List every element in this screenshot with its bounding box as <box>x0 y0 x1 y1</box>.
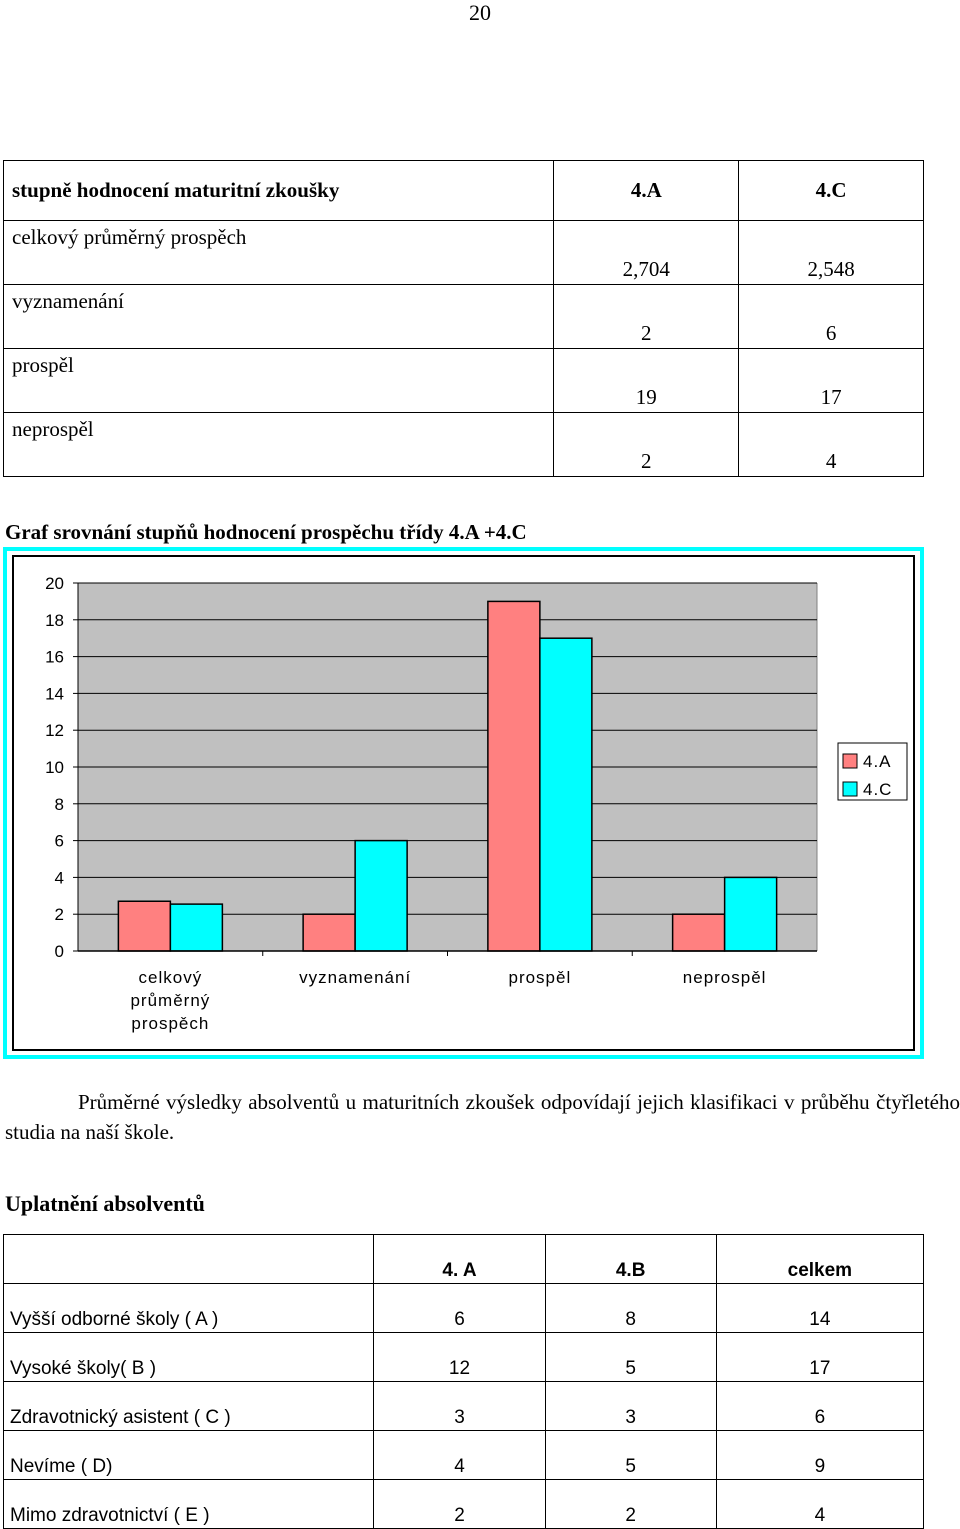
y-tick-label: 18 <box>45 611 64 630</box>
outcomes-header-blank <box>2 1234 375 1284</box>
bar-chart: 0 2 4 6 8 10 12 14 16 18 20 celkový průměrný prospěch… <box>45 574 908 1033</box>
y-tick-label: 2 <box>55 905 64 924</box>
bar-4c <box>723 876 778 952</box>
y-tick-label: 6 <box>55 832 64 851</box>
x-tick-label: průměrný <box>130 991 210 1010</box>
outcomes-row-label: Mimo zdravotnictví ( E ) <box>2 1479 375 1529</box>
table-row: vyznamenání 2 6 <box>2 284 924 349</box>
outcomes-header-4a: 4. A <box>373 1234 546 1284</box>
outcomes-row-label: Vysoké školy( B ) <box>2 1332 375 1382</box>
y-tick-label: 10 <box>45 758 64 777</box>
outcomes-cell-4a: 12 <box>373 1332 546 1382</box>
grades-cell-4a: 2 <box>553 284 740 349</box>
bar-4a <box>302 913 356 952</box>
table-row: Nevíme ( D) 4 5 9 <box>2 1430 925 1480</box>
y-tick-label: 16 <box>45 648 64 667</box>
table-row: celkový průměrný prospěch 2,704 2,548 <box>2 220 924 285</box>
outcomes-header-4b: 4.B <box>544 1234 717 1284</box>
table-row: neprospěl 2 4 <box>2 412 924 477</box>
outcomes-row-label: Nevíme ( D) <box>2 1430 375 1480</box>
grades-cell-4a: 19 <box>553 348 740 413</box>
x-tick-label: prospěl <box>508 968 571 987</box>
outcomes-cell-4b: 5 <box>544 1430 717 1480</box>
bar-4a <box>117 900 172 952</box>
x-tick-label: celkový <box>139 968 203 987</box>
bar-4a <box>671 913 726 952</box>
grades-cell-4c: 4 <box>738 412 924 477</box>
section-heading: Uplatnění absolventů <box>5 1191 205 1216</box>
grades-row-label: neprospěl <box>2 412 555 477</box>
outcomes-cell-total: 9 <box>715 1430 925 1480</box>
y-tick-label: 8 <box>55 795 64 814</box>
chart-area: 0 2 4 6 8 10 12 14 16 18 20 celkový průměrný prospěch… <box>12 555 915 1051</box>
outcomes-cell-total: 4 <box>715 1479 925 1529</box>
table-row: Vyšší odborné školy ( A ) 6 8 14 <box>2 1283 925 1333</box>
legend-label: 4.C <box>863 780 892 799</box>
chart-heading: Graf srovnání stupňů hodnocení prospěchu… <box>5 520 527 544</box>
grades-cell-4a: 2,704 <box>553 220 740 285</box>
grades-header-row: stupně hodnocení maturitní zkoušky 4.A 4… <box>2 160 924 221</box>
outcomes-cell-4a: 2 <box>373 1479 546 1529</box>
outcomes-table: 4. A 4.B celkem Vyšší odborné školy ( A … <box>2 1234 925 1529</box>
legend-swatch <box>842 753 858 769</box>
outcomes-cell-4b: 2 <box>544 1479 717 1529</box>
grades-cell-4c: 6 <box>738 284 924 349</box>
grades-row-label: prospěl <box>2 348 555 413</box>
y-tick-label: 14 <box>45 684 64 703</box>
outcomes-cell-4b: 8 <box>544 1283 717 1333</box>
y-tick-label: 20 <box>45 574 64 593</box>
outcomes-cell-total: 14 <box>715 1283 925 1333</box>
x-tick-label: prospěch <box>131 1014 209 1033</box>
x-tick-label: vyznamenání <box>299 968 411 987</box>
grades-header-4c: 4.C <box>738 160 924 221</box>
x-tick-label: neprospěl <box>683 968 767 987</box>
table-row: prospěl 19 17 <box>2 348 924 413</box>
chart-frame: 0 2 4 6 8 10 12 14 16 18 20 celkový průměrný prospěch… <box>3 547 924 1059</box>
summary-paragraph: Průměrné výsledky absolventů u maturitní… <box>5 1090 960 1144</box>
table-row: Zdravotnický asistent ( C ) 3 3 6 <box>2 1381 925 1431</box>
grades-table: stupně hodnocení maturitní zkoušky 4.A 4… <box>2 160 924 477</box>
table-row: Mimo zdravotnictví ( E ) 2 2 4 <box>2 1479 925 1529</box>
outcomes-cell-total: 17 <box>715 1332 925 1382</box>
y-tick-label: 4 <box>55 868 64 887</box>
bar-4c <box>354 839 408 952</box>
outcomes-row-label: Zdravotnický asistent ( C ) <box>2 1381 375 1431</box>
outcomes-cell-4a: 6 <box>373 1283 546 1333</box>
outcomes-row-label: Vyšší odborné školy ( A ) <box>2 1283 375 1333</box>
grades-row-label: celkový průměrný prospěch <box>2 220 555 285</box>
grades-header-label: stupně hodnocení maturitní zkoušky <box>2 160 555 221</box>
outcomes-cell-4b: 5 <box>544 1332 717 1382</box>
legend-swatch <box>842 781 858 797</box>
bar-4c <box>539 637 593 952</box>
grades-cell-4a: 2 <box>553 412 740 477</box>
bar-4a <box>487 600 541 952</box>
outcomes-cell-4b: 3 <box>544 1381 717 1431</box>
page-number: 20 <box>469 0 491 25</box>
legend-label: 4.A <box>863 752 892 771</box>
y-tick-label: 12 <box>45 721 64 740</box>
outcomes-cell-4a: 4 <box>373 1430 546 1480</box>
y-tick-label: 0 <box>55 942 64 961</box>
table-row: Vysoké školy( B ) 12 5 17 <box>2 1332 925 1382</box>
grades-cell-4c: 17 <box>738 348 924 413</box>
outcomes-header-total: celkem <box>715 1234 925 1284</box>
bar-4c <box>169 903 224 952</box>
outcomes-header-row: 4. A 4.B celkem <box>2 1234 925 1284</box>
grades-cell-4c: 2,548 <box>738 220 924 285</box>
outcomes-cell-total: 6 <box>715 1381 925 1431</box>
outcomes-cell-4a: 3 <box>373 1381 546 1431</box>
grades-header-4a: 4.A <box>553 160 740 221</box>
grades-row-label: vyznamenání <box>2 284 555 349</box>
